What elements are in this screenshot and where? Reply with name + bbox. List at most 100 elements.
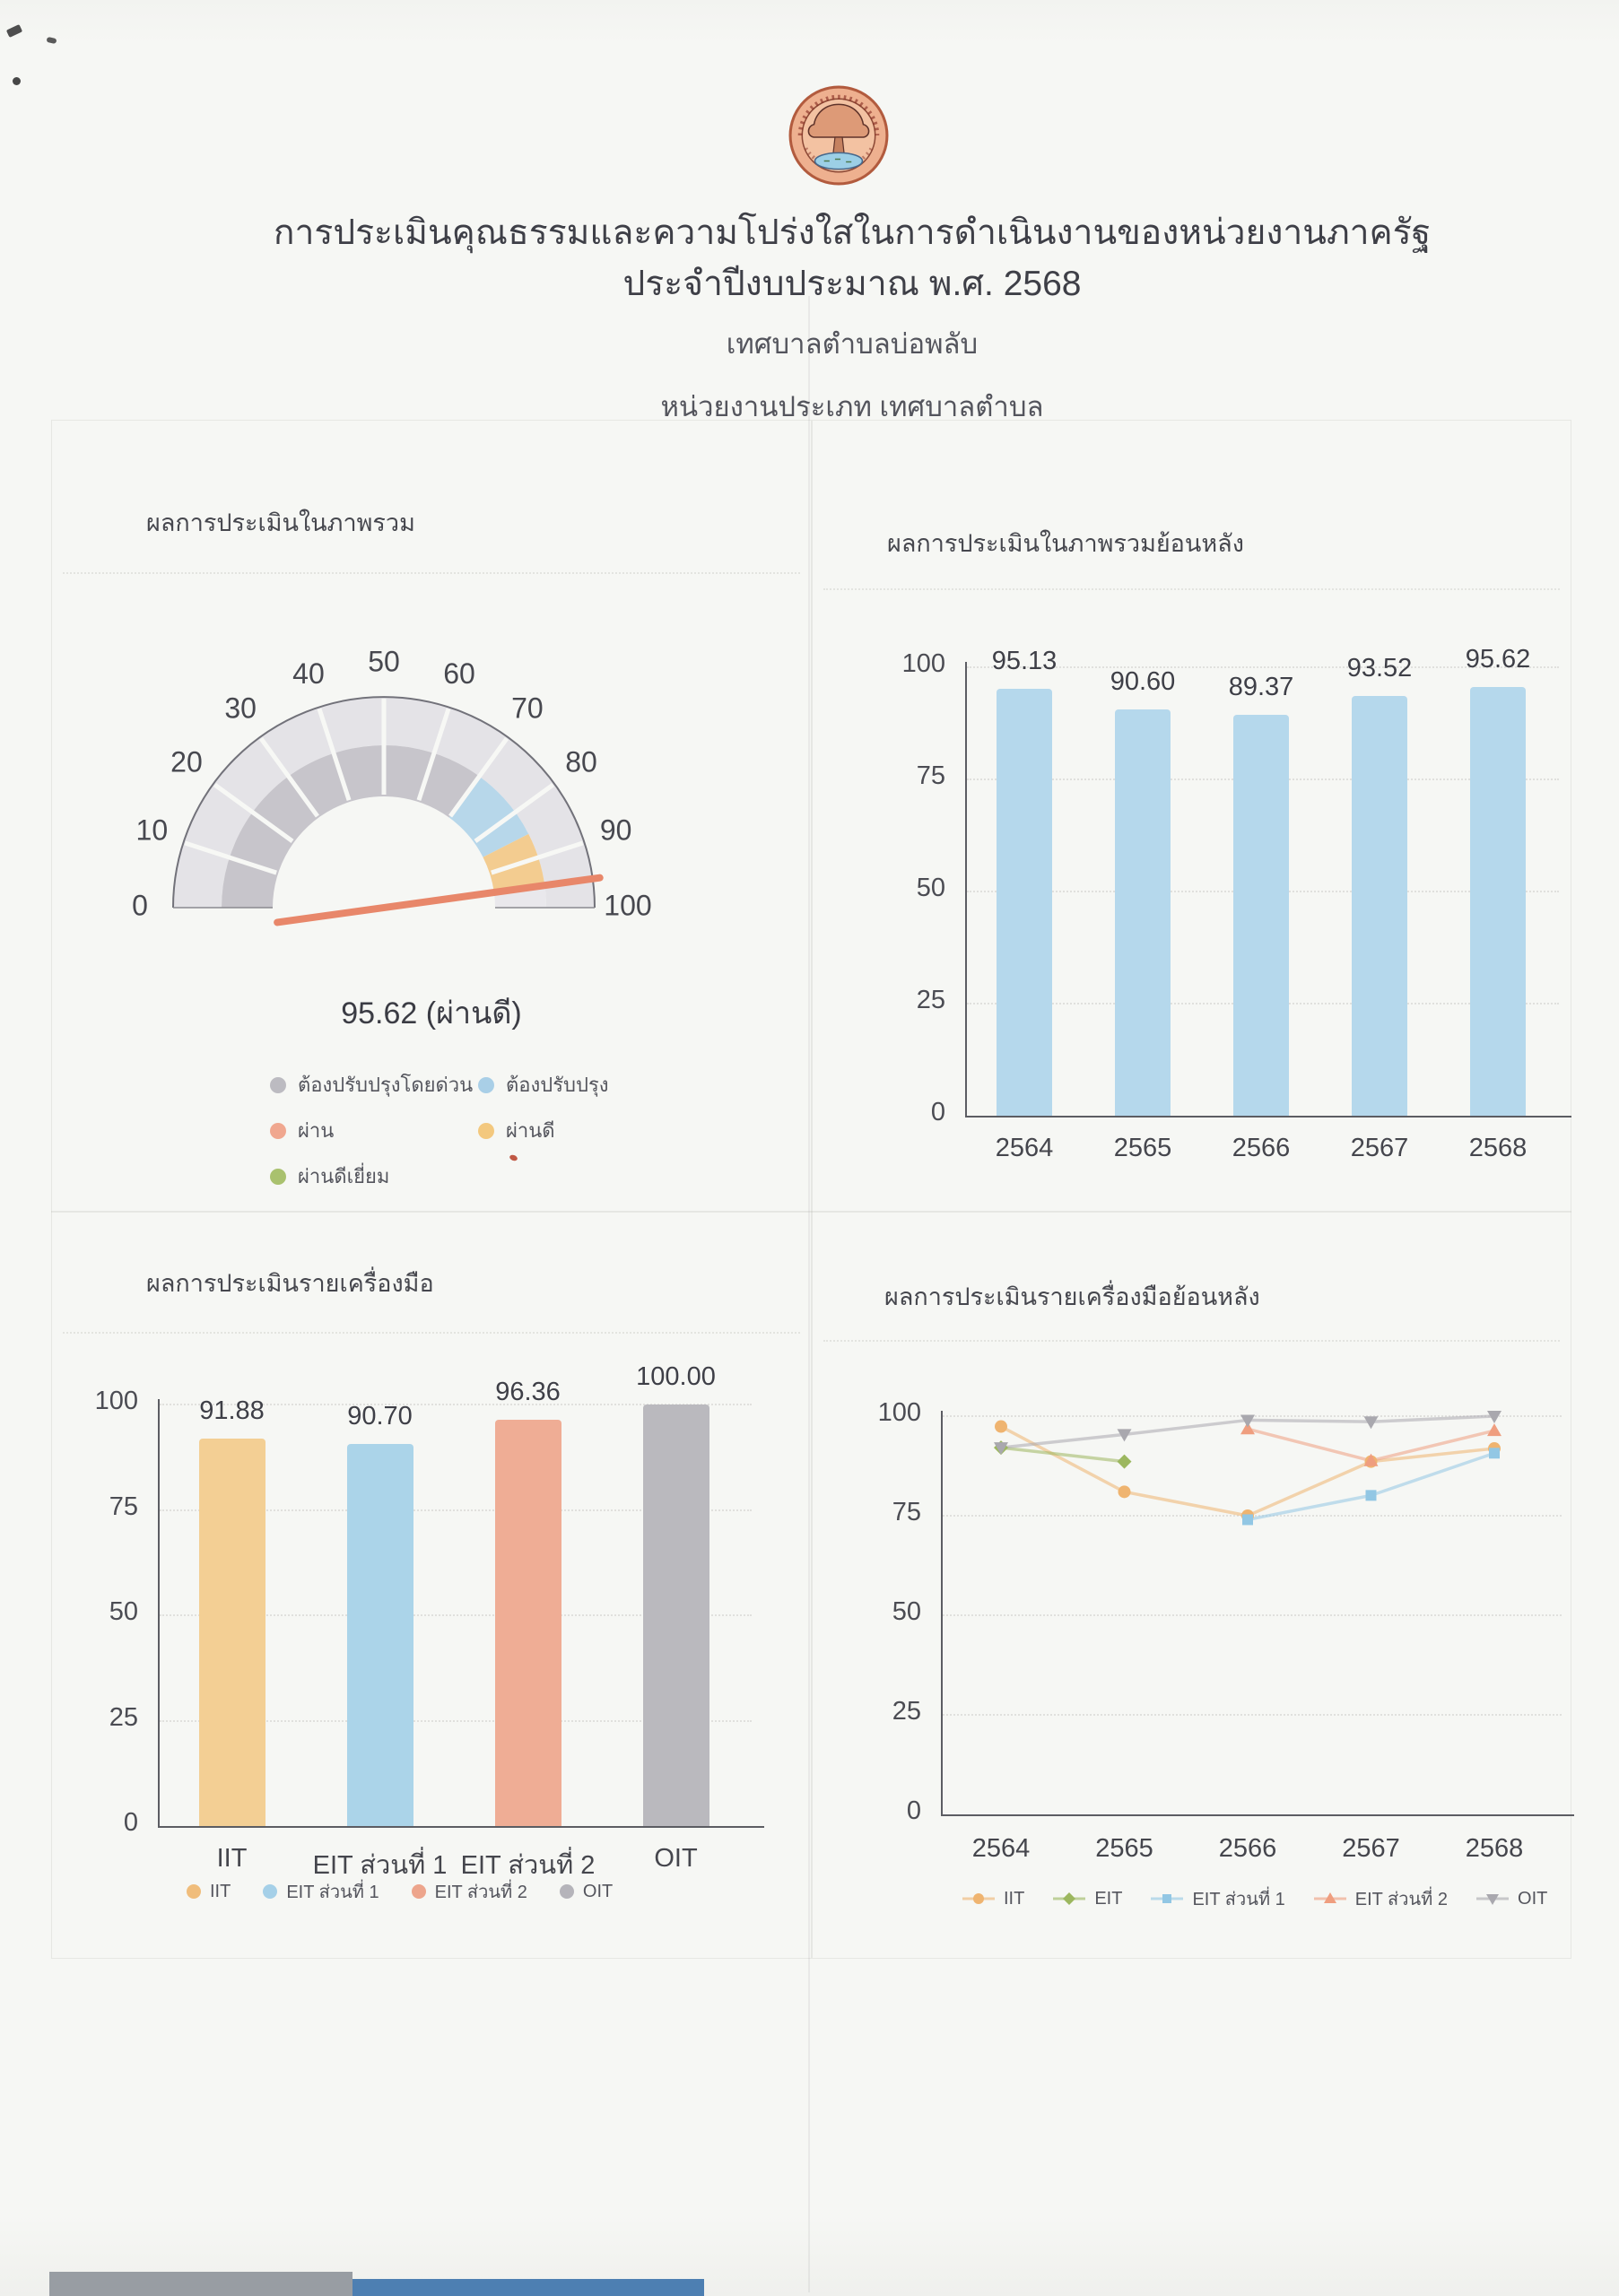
- fold-line: [808, 296, 810, 2292]
- gridline: [160, 1509, 752, 1511]
- x-category-label: 2565: [1095, 1834, 1153, 1863]
- y-axis-line: [941, 1411, 943, 1814]
- gauge-outer-ring: [173, 697, 595, 908]
- gauge-outline: [172, 696, 596, 909]
- bar: [346, 1443, 413, 1826]
- y-tick-label: 0: [123, 1808, 138, 1837]
- legend-swatch: [559, 1884, 574, 1899]
- line-chart: [994, 1411, 1501, 1526]
- y-tick-label: 75: [916, 761, 945, 790]
- y-tick-label: 50: [892, 1597, 921, 1626]
- bar: [1352, 696, 1407, 1116]
- bar: [494, 1420, 561, 1826]
- gauge-scale-label: 60: [443, 657, 475, 690]
- legend-swatch: [478, 1076, 494, 1093]
- x-category-label: EIT ส่วนที่ 1: [312, 1851, 448, 1880]
- legend-item: ผ่าน: [270, 1115, 478, 1146]
- legend-item: ต้องปรับปรุงโดยด่วน: [270, 1069, 478, 1100]
- gauge-tick: [416, 708, 451, 801]
- gauge-scale-label: 10: [136, 813, 169, 846]
- x-category-label: 2565: [1113, 1134, 1172, 1162]
- legend-label: ผ่านดีเยี่ยม: [298, 1165, 390, 1187]
- marker-triangle-down: [1486, 1894, 1500, 1905]
- legend-label: EIT: [1094, 1888, 1123, 1909]
- line-chart-area: IIT EIT EIT ส่วนที่ 1 EIT ส่วนที่ 2 OIT 0 25 5…: [813, 1212, 1574, 1958]
- gauge-tick: [213, 783, 294, 843]
- legend-label: ต้องปรับปรุง: [506, 1074, 609, 1096]
- line-legend: IIT EIT EIT ส่วนที่ 1 EIT ส่วนที่ 2 OIT: [961, 1884, 1547, 1913]
- legend-swatch: [187, 1884, 201, 1899]
- gauge-scale-label: 30: [224, 691, 257, 724]
- x-axis-line: [965, 1116, 1571, 1118]
- legend-item: EIT: [1051, 1889, 1122, 1909]
- x-category-label: EIT ส่วนที่ 2: [460, 1851, 596, 1880]
- x-category-label: 2568: [1465, 1834, 1524, 1863]
- panel-divider: [823, 1340, 1560, 1342]
- x-category-label: 2567: [1350, 1134, 1409, 1162]
- bar-value-label: 89.37: [1228, 673, 1294, 702]
- legend-swatch: [263, 1884, 278, 1899]
- x-category-label: OIT: [654, 1844, 698, 1873]
- bar-chart-area: IIT EIT ส่วนที่ 1 EIT ส่วนที่ 2 OIT 0 25 50 75…: [52, 1212, 811, 1958]
- next-page-edge-blue: [353, 2279, 704, 2296]
- gauge-tick: [448, 737, 509, 818]
- gauge-scale-label: 90: [600, 813, 632, 846]
- panel-title: ผลการประเมินในภาพรวม: [146, 509, 415, 536]
- bar: [198, 1439, 265, 1826]
- x-category-label: 2564: [971, 1834, 1031, 1863]
- marker-triangle-down: [994, 1442, 1008, 1456]
- organization-name: เทศบาลตำบลบ่อพลับ: [726, 328, 979, 360]
- gridline: [943, 1714, 1562, 1716]
- marker-triangle: [1240, 1422, 1255, 1435]
- legend-marker: [962, 1893, 995, 1904]
- marker-triangle-down: [1363, 1416, 1379, 1430]
- marker-square: [1242, 1514, 1253, 1526]
- gridline: [943, 1614, 1562, 1616]
- marker-circle: [973, 1893, 984, 1904]
- bar: [1470, 686, 1526, 1116]
- legend-swatch: [270, 1122, 286, 1139]
- panel-title: ผลการประเมินในภาพรวมย้อนหลัง: [887, 530, 1244, 557]
- gauge-scale-label: 100: [604, 889, 651, 921]
- x-axis-line: [941, 1814, 1574, 1816]
- bar-value-label: 90.60: [1110, 667, 1176, 696]
- marker-triangle-down: [1117, 1429, 1132, 1442]
- gauge-chart: 0 10 20 30 40 50 60 70 80 90 100: [132, 645, 652, 926]
- legend-item: EIT ส่วนที่ 1: [263, 1877, 379, 1906]
- legend-item: EIT ส่วนที่ 2: [411, 1877, 527, 1906]
- legend-label: EIT ส่วนที่ 1: [286, 1883, 379, 1902]
- legend-marker: [1151, 1894, 1184, 1903]
- marker-circle: [1118, 1485, 1131, 1499]
- y-tick-label: 100: [877, 1398, 921, 1427]
- legend-item: ผ่านดี: [478, 1115, 609, 1146]
- legend-label: IIT: [1004, 1888, 1025, 1909]
- y-tick-label: 100: [94, 1387, 138, 1415]
- gauge-tick: [491, 840, 584, 875]
- municipal-seal-logo: [788, 85, 889, 186]
- bar-value-label: 100.00: [636, 1362, 716, 1391]
- bar: [1233, 715, 1289, 1116]
- y-tick-label: 100: [901, 649, 945, 678]
- gauge-tick: [317, 708, 352, 801]
- legend-item: ต้องปรับปรุง: [478, 1069, 609, 1100]
- marker-triangle: [1323, 1892, 1336, 1903]
- gauge-tick: [474, 783, 554, 843]
- y-tick-label: 0: [930, 1098, 945, 1126]
- legend-item: IIT: [961, 1889, 1024, 1909]
- report-title-line1: การประเมินคุณธรรมและความโปร่งใสในการดำเน…: [273, 213, 1432, 252]
- marker-triangle-down: [1240, 1414, 1255, 1428]
- legend-label: ผ่านดี: [506, 1119, 555, 1142]
- line-series: [1000, 1446, 1125, 1464]
- gauge-band: [448, 776, 529, 857]
- legend-swatch: [270, 1076, 286, 1093]
- legend-marker: [1313, 1892, 1346, 1903]
- gridline: [160, 1404, 752, 1405]
- legend-item: IIT: [187, 1882, 231, 1902]
- legend-item: EIT ส่วนที่ 2: [1312, 1884, 1448, 1913]
- legend-item: OIT: [559, 1882, 613, 1902]
- legend-swatch: [270, 1168, 286, 1185]
- x-category-label: 2568: [1468, 1134, 1528, 1162]
- panel-title: ผลการประเมินรายเครื่องมือ: [146, 1270, 434, 1297]
- legend-label: OIT: [1518, 1888, 1548, 1909]
- gauge-scale-label: 80: [565, 746, 597, 778]
